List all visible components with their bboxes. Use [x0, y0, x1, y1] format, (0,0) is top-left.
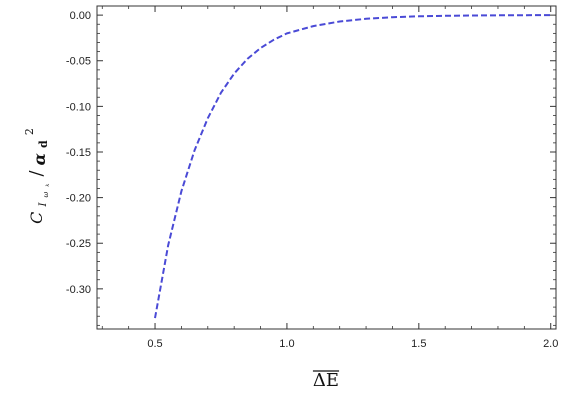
y-tick-label: -0.20	[66, 193, 91, 205]
x-axis-title: ΔE	[312, 370, 340, 391]
y-tick-label: -0.10	[66, 101, 91, 113]
y-axis-title-denominator: α	[30, 153, 49, 165]
y-axis-title-sub2: ω	[42, 191, 50, 197]
y-axis-title-sub1: I	[38, 202, 49, 208]
x-tick-label: 1.0	[279, 338, 294, 350]
series-line	[154, 14, 551, 319]
y-tick-label: -0.05	[66, 56, 91, 68]
y-axis-title-text: C I ω k / α d 2	[23, 128, 53, 224]
x-tick-label: 2.0	[543, 338, 558, 350]
y-axis-title: C I ω k / α d 2	[23, 128, 53, 224]
x-tick-label: 0.5	[147, 338, 162, 350]
y-tick-label: -0.30	[66, 284, 91, 296]
ticks	[97, 6, 556, 329]
plot-frame	[96, 5, 557, 330]
y-axis-title-sub3: k	[45, 184, 51, 187]
y-axis-title-main: C	[27, 212, 46, 224]
y-axis-title-slash: /	[26, 170, 47, 177]
y-tick-label: -0.15	[66, 147, 91, 159]
series	[154, 14, 551, 319]
tick-labels: 0.5 1.0 1.5 2.0 0.00 -0.05 -0.10 -0.15 -0.20 -0.2…	[66, 10, 558, 350]
y-axis-title-denominator-sub: d	[37, 140, 50, 148]
y-tick-label: -0.25	[66, 238, 91, 250]
x-axis-title-text: ΔE	[313, 370, 339, 391]
x-tick-label: 1.5	[411, 338, 426, 350]
y-tick-label: 0.00	[70, 10, 91, 22]
y-axis-title-power: 2	[23, 128, 36, 135]
